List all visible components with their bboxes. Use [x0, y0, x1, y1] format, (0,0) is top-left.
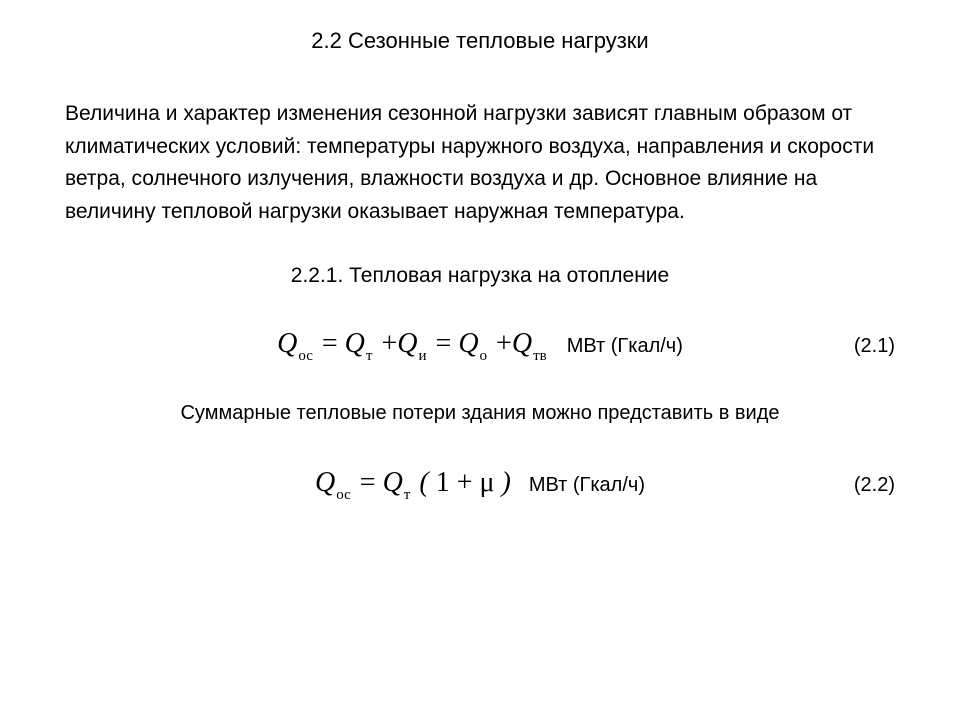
- intro-paragraph: Величина и характер изменения сезонной н…: [65, 98, 895, 228]
- equation-note: Суммарные тепловые потери здания можно п…: [65, 402, 895, 425]
- equation-2-number: (2.2): [854, 474, 895, 497]
- section-heading: 2.2 Сезонные тепловые нагрузки: [65, 28, 895, 54]
- equation-1-unit: МВт (Гкал/ч): [567, 335, 683, 358]
- subsection-heading: 2.2.1. Тепловая нагрузка на отопление: [65, 264, 895, 288]
- document-page: 2.2 Сезонные тепловые нагрузки Величина …: [0, 0, 960, 503]
- equation-1-formula: Qос = Qт +Qи = Qо +Qтв: [277, 330, 549, 363]
- equation-2-unit: МВт (Гкал/ч): [529, 474, 645, 497]
- equation-1-number: (2.1): [854, 335, 895, 358]
- equation-2-row: Qос = Qт ( 1 + μ ) МВт (Гкал/ч) (2.2): [65, 467, 895, 503]
- equation-1-row: Qос = Qт +Qи = Qо +Qтв МВт (Гкал/ч) (2.1…: [65, 328, 895, 364]
- equation-2-formula: Qос = Qт ( 1 + μ ): [315, 469, 511, 502]
